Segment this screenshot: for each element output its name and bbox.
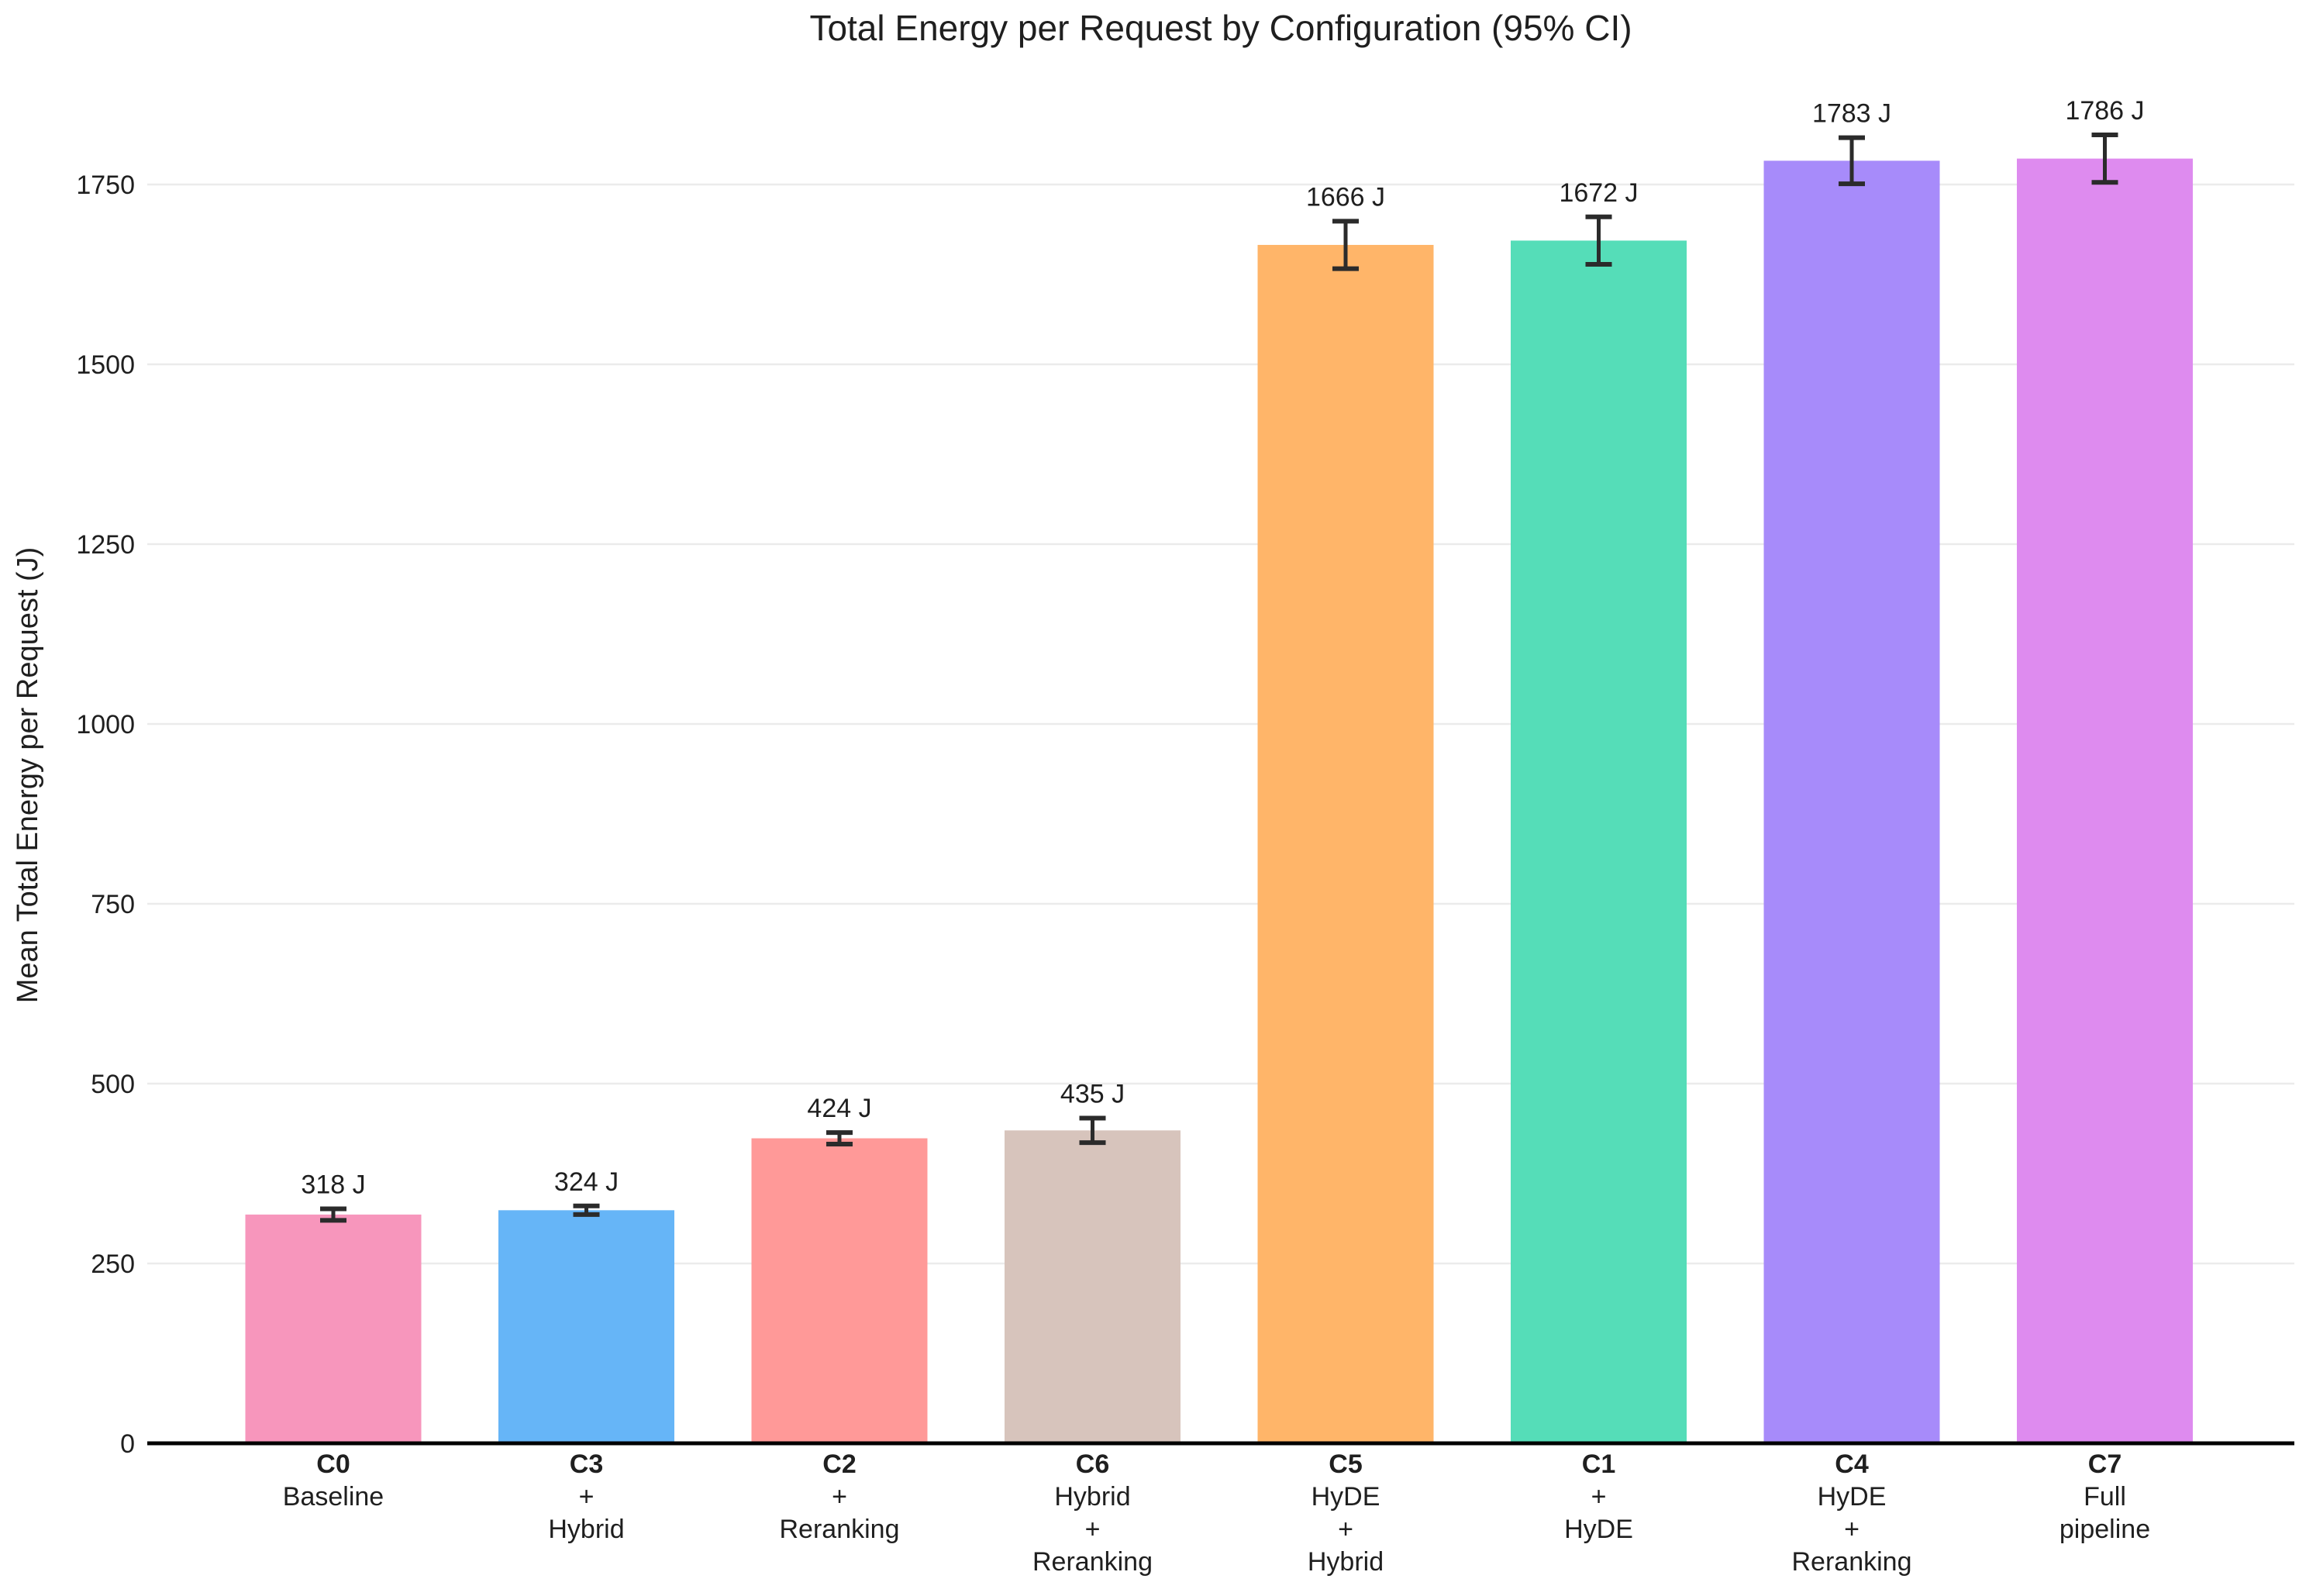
bar-c3: [498, 1210, 674, 1443]
bar-c0: [245, 1214, 422, 1443]
bar-value-label: 324 J: [554, 1167, 619, 1197]
bar-value-label: 318 J: [301, 1170, 365, 1199]
category-code-label: C0: [316, 1449, 350, 1479]
bar-value-label: 1783 J: [1812, 99, 1891, 129]
category-desc-line: HyDE: [1818, 1482, 1887, 1512]
y-tick-label: 250: [91, 1250, 135, 1279]
category-desc-line: Hybrid: [1054, 1482, 1130, 1512]
bar-c5: [1257, 244, 1434, 1443]
category-desc-line: HyDE: [1311, 1482, 1380, 1512]
category-desc-line: Baseline: [283, 1482, 384, 1512]
category-code-label: C4: [1835, 1449, 1869, 1479]
bar-c7: [2017, 158, 2193, 1443]
category-desc-line: +: [1591, 1482, 1607, 1512]
y-tick-label: 1000: [76, 710, 135, 739]
category-desc-line: HyDE: [1564, 1515, 1633, 1544]
bar-value-label: 1786 J: [2065, 96, 2144, 126]
category-desc-line: +: [1844, 1515, 1860, 1544]
category-code-label: C6: [1076, 1449, 1109, 1479]
y-tick-label: 1750: [76, 171, 135, 200]
chart-title: Total Energy per Request by Configuratio…: [809, 8, 1632, 48]
bar-value-label: 435 J: [1060, 1080, 1125, 1109]
category-desc-line: Reranking: [1792, 1547, 1912, 1577]
category-code-label: C5: [1329, 1449, 1362, 1479]
category-desc-line: +: [1085, 1515, 1101, 1544]
bar-c1: [1511, 240, 1687, 1443]
bar-value-label: 1672 J: [1559, 178, 1638, 208]
bar-c4: [1763, 160, 1940, 1444]
bar-value-label: 1666 J: [1306, 182, 1385, 212]
y-tick-label: 0: [120, 1429, 135, 1459]
category-desc-line: Hybrid: [548, 1515, 624, 1544]
category-desc-line: +: [579, 1482, 595, 1512]
bar-value-label: 424 J: [807, 1094, 871, 1123]
y-tick-label: 1250: [76, 530, 135, 560]
category-desc-line: Reranking: [1032, 1547, 1153, 1577]
category-desc-line: pipeline: [2059, 1515, 2150, 1544]
category-code-label: C2: [822, 1449, 856, 1479]
y-tick-label: 500: [91, 1070, 135, 1099]
category-desc-line: Hybrid: [1308, 1547, 1384, 1577]
y-tick-label: 750: [91, 890, 135, 919]
bar-c6: [1005, 1130, 1181, 1443]
category-desc-line: +: [832, 1482, 847, 1512]
category-desc-line: +: [1338, 1515, 1353, 1544]
bar-c2: [751, 1138, 928, 1443]
category-code-label: C3: [570, 1449, 603, 1479]
category-code-label: C1: [1582, 1449, 1615, 1479]
category-desc-line: Full: [2084, 1482, 2126, 1512]
category-desc-line: Reranking: [780, 1515, 900, 1544]
plot-area: 0 250 500 750 1000 1250 1500 1750 318 J C0Baselin…: [76, 96, 2294, 1577]
category-code-label: C7: [2088, 1449, 2121, 1479]
y-axis-label: Mean Total Energy per Request (J): [12, 547, 44, 1004]
y-tick-label: 1500: [76, 350, 135, 380]
